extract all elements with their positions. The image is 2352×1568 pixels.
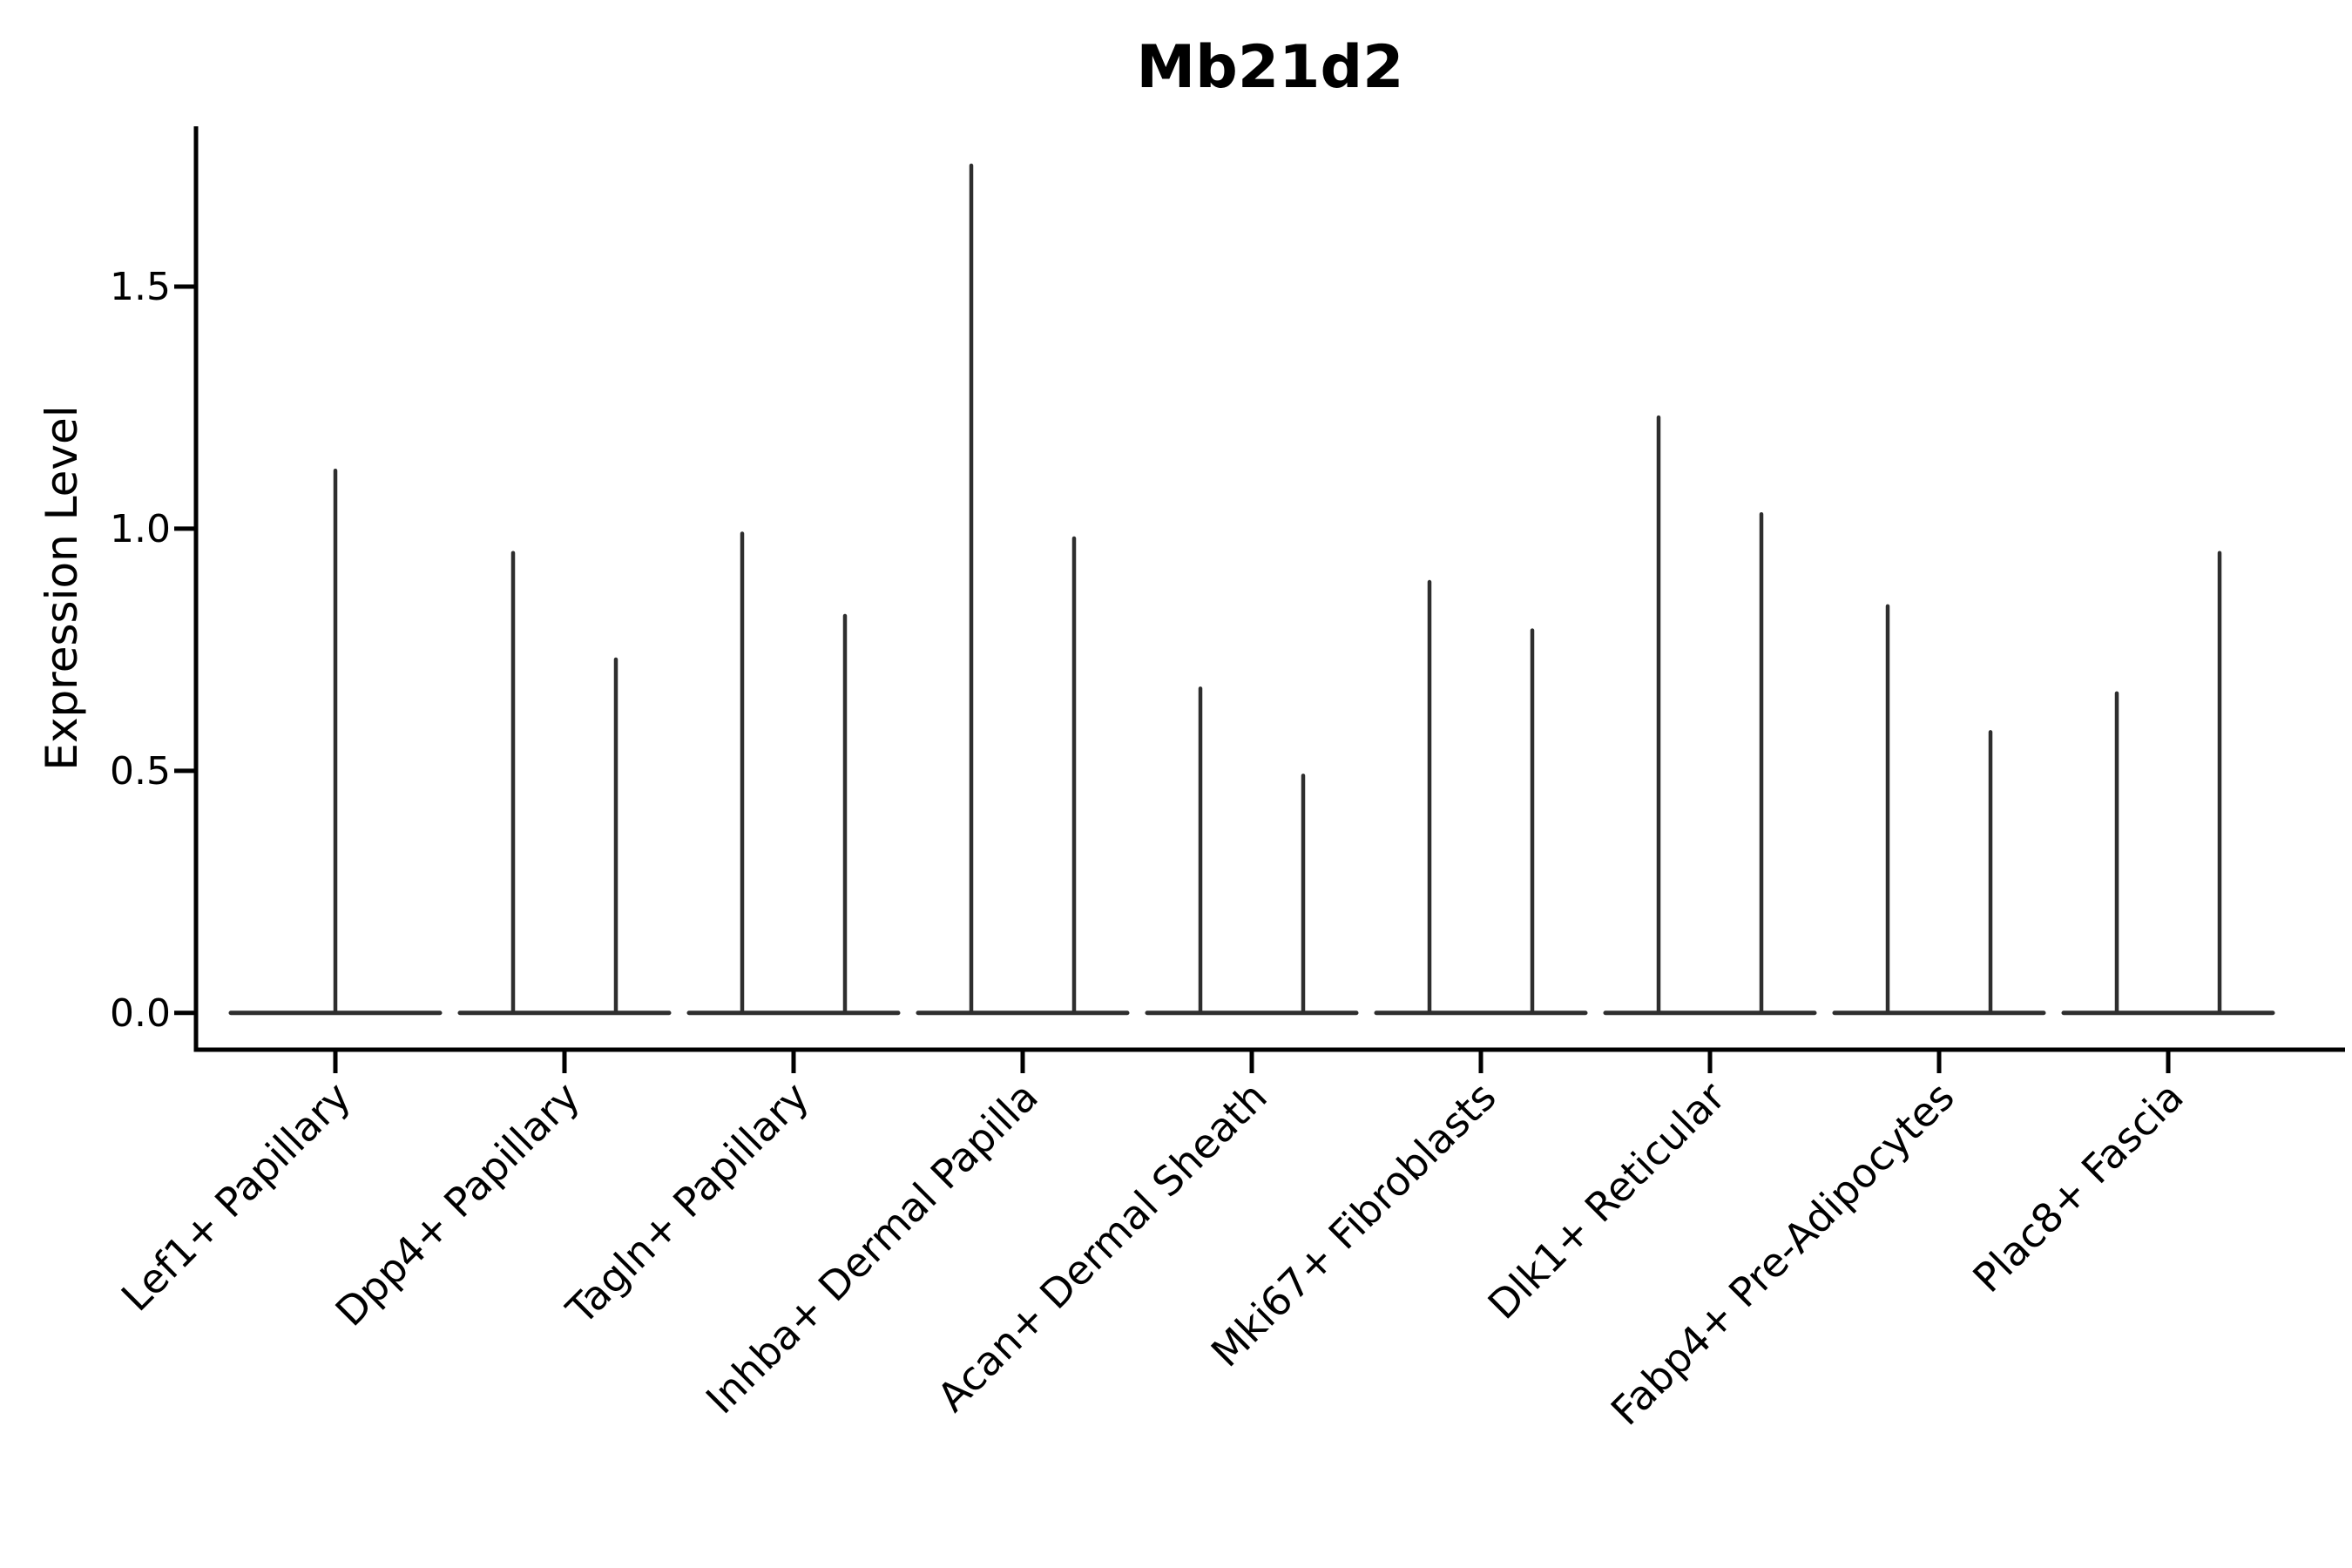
y-tick-label: 0.5 <box>110 749 171 794</box>
y-tick-label: 0.0 <box>110 991 171 1036</box>
violin-group <box>1374 579 1588 1016</box>
x-tick-label: Dpp4+ Papillary <box>327 1073 589 1335</box>
violin-group <box>457 551 672 1016</box>
x-tick-label: Tagln+ Papillary <box>557 1073 818 1335</box>
violin-group <box>916 163 1130 1016</box>
x-tick-label: Lef1+ Papillary <box>112 1073 360 1321</box>
y-tick-label: 1.0 <box>110 507 171 551</box>
x-tick-label: Plac8+ Fascia <box>1963 1073 2192 1301</box>
x-tick-label: Dlk1+ Reticular <box>1479 1073 1734 1328</box>
violin-group <box>1603 415 1817 1016</box>
violin-group <box>1832 604 2046 1016</box>
y-tick-label: 1.5 <box>110 265 171 309</box>
chart-title: Mb21d2 <box>1137 33 1404 102</box>
violin-layer <box>228 163 2275 1016</box>
violin-group <box>2061 551 2275 1016</box>
violin-group <box>1145 686 1359 1016</box>
violin-group <box>228 468 443 1016</box>
axis-spines <box>193 126 2345 1052</box>
violin-group <box>686 531 901 1016</box>
y-axis-label: Expression Level <box>37 405 87 770</box>
